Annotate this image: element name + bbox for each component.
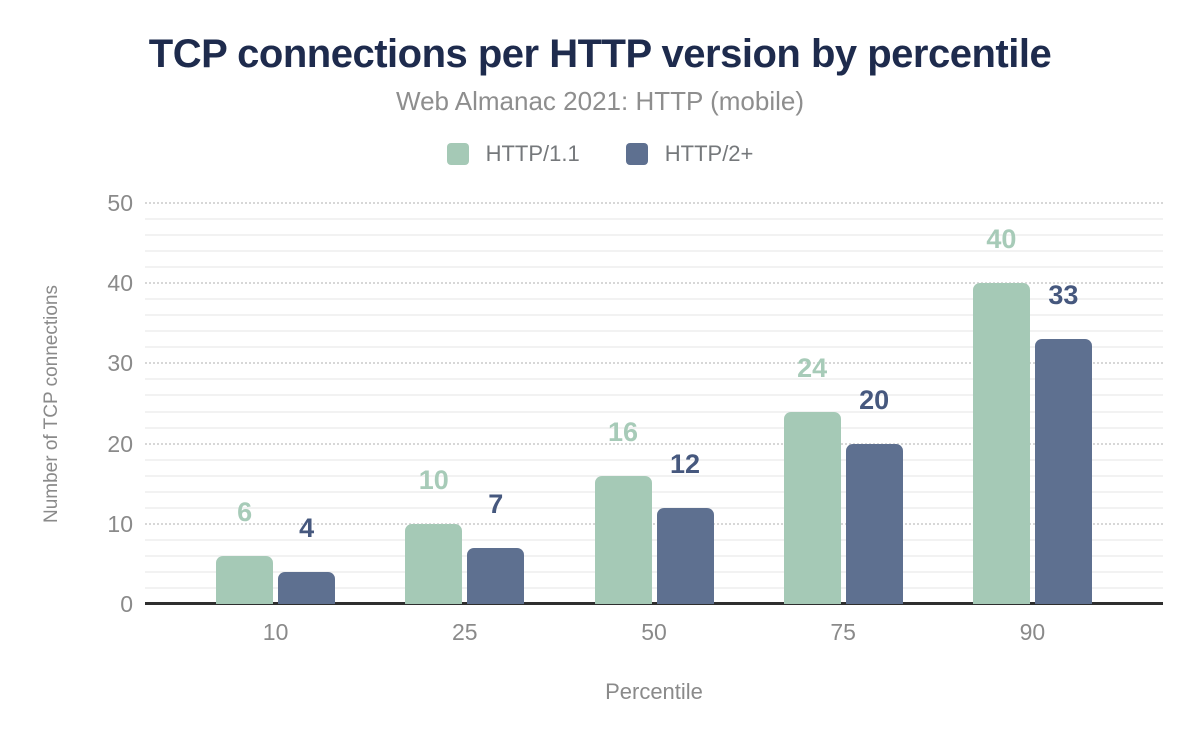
minor-gridline — [145, 218, 1163, 221]
x-tick-label: 10 — [262, 619, 289, 645]
x-axis-title: Percentile — [605, 679, 703, 704]
legend-swatch-http2 — [625, 143, 648, 165]
x-tick-label: 90 — [1019, 619, 1046, 645]
plot-area: 0 10 20 30 40 50 6 4 10 10 7 25 16 12 50 24 20 75 40 33 90 — [107, 191, 1163, 644]
minor-gridline — [145, 554, 1163, 557]
y-tick-label: 10 — [107, 510, 133, 537]
chart-title: TCP connections per HTTP version by perc… — [148, 32, 1052, 76]
bar-value-label: 40 — [986, 224, 1017, 255]
bar-value-label: 12 — [669, 448, 701, 479]
bar-value-label: 24 — [797, 352, 828, 383]
legend-label: HTTP/1.1 — [485, 141, 580, 166]
bar-http2-p50 — [656, 507, 714, 604]
major-gridline — [145, 362, 1163, 365]
bar-http11-p25 — [405, 523, 463, 604]
bar-http2-p90 — [1034, 339, 1092, 604]
major-gridline — [145, 202, 1163, 204]
y-tick-label: 30 — [107, 350, 133, 377]
x-tick-label: 50 — [641, 619, 667, 645]
bar-value-label: 6 — [237, 496, 253, 527]
bar-http2-p75 — [845, 443, 903, 604]
major-gridline — [145, 282, 1163, 285]
bar-http11-p90 — [972, 283, 1030, 604]
x-tick-label: 75 — [830, 619, 856, 645]
minor-gridline — [145, 538, 1163, 541]
minor-gridline — [145, 586, 1163, 589]
legend-label: HTTP/2+ — [664, 141, 754, 166]
major-gridline — [145, 442, 1163, 445]
legend-swatch-http11 — [446, 143, 469, 165]
minor-gridline — [145, 378, 1163, 381]
bar-value-label: 33 — [1048, 280, 1079, 311]
y-tick-label: 0 — [120, 591, 133, 617]
x-tick-label: 25 — [452, 619, 478, 645]
bar-value-label: 10 — [418, 464, 449, 495]
minor-gridline — [145, 458, 1163, 461]
minor-gridline — [145, 298, 1163, 301]
bar-value-label: 20 — [859, 384, 890, 415]
bar-http11-p75 — [783, 411, 841, 604]
minor-gridline — [145, 474, 1163, 477]
bar-http11-p10 — [216, 555, 274, 604]
minor-gridline — [145, 314, 1163, 317]
minor-gridline — [145, 346, 1163, 349]
minor-gridline — [145, 234, 1163, 237]
y-axis-title: Number of TCP connections — [41, 285, 62, 523]
y-tick-label: 50 — [107, 190, 133, 216]
chart-subtitle: Web Almanac 2021: HTTP (mobile) — [396, 86, 804, 116]
y-tick-label: 40 — [107, 270, 133, 297]
major-gridline — [145, 522, 1163, 525]
x-axis-line — [145, 602, 1163, 605]
bar-http2-p25 — [467, 547, 525, 604]
bar-value-label: 16 — [607, 416, 639, 447]
legend-item: HTTP/1.1 — [446, 141, 580, 167]
minor-gridline — [145, 426, 1163, 429]
minor-gridline — [145, 570, 1163, 573]
bar-http11-p50 — [594, 475, 652, 604]
bar-http2-p10 — [278, 571, 336, 604]
legend: HTTP/1.1 HTTP/2+ — [0, 141, 1200, 167]
minor-gridline — [145, 330, 1163, 333]
minor-gridline — [145, 266, 1163, 269]
minor-gridline — [145, 410, 1163, 413]
legend-item: HTTP/2+ — [625, 141, 754, 167]
y-tick-label: 20 — [107, 430, 133, 457]
minor-gridline — [145, 394, 1163, 397]
bar-value-label: 4 — [299, 512, 315, 543]
bar-value-label: 7 — [488, 488, 504, 519]
minor-gridline — [145, 250, 1163, 253]
minor-gridline — [145, 506, 1163, 509]
minor-gridline — [145, 490, 1163, 493]
